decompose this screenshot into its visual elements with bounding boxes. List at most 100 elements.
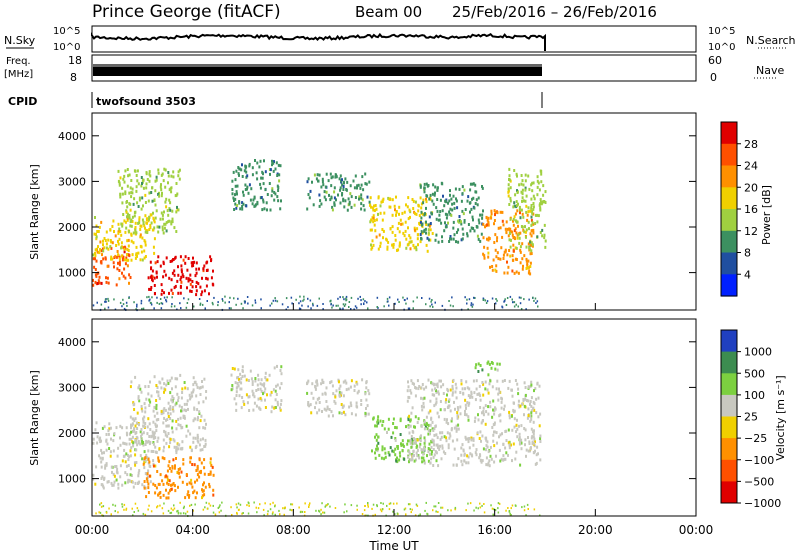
range-gate-cell	[439, 437, 442, 441]
range-gate-cell	[102, 486, 105, 490]
range-gate-cell	[361, 175, 364, 179]
range-gate-cell	[273, 366, 276, 370]
range-gate-cell	[433, 383, 435, 387]
range-gate-cell	[486, 388, 489, 392]
range-gate-cell	[477, 196, 480, 200]
nave-tick-bottom: 0	[710, 71, 717, 84]
colorbar-segment	[721, 351, 737, 374]
range-gate-cell	[123, 448, 126, 452]
range-gate-cell	[447, 221, 449, 225]
range-gate-cell	[399, 218, 402, 222]
range-gate-cell	[414, 394, 417, 398]
range-gate-cell	[439, 444, 441, 448]
range-gate-cell	[536, 179, 539, 183]
range-gate-cell	[169, 260, 172, 263]
range-gate-cell	[504, 457, 507, 461]
range-gate-cell	[143, 450, 146, 454]
range-gate-cell	[173, 305, 176, 308]
range-gate-cell	[512, 219, 514, 223]
range-gate-cell	[139, 442, 142, 446]
range-gate-cell	[279, 406, 281, 410]
range-gate-cell	[196, 464, 199, 468]
range-gate-cell	[186, 268, 189, 272]
range-gate-cell	[500, 400, 503, 404]
range-gate-cell	[193, 489, 196, 493]
range-gate-cell	[136, 254, 138, 258]
range-gate-cell	[517, 233, 520, 237]
range-gate-cell	[372, 216, 375, 220]
range-gate-cell	[371, 507, 373, 510]
range-gate-cell	[240, 302, 243, 305]
range-gate-cell	[459, 405, 462, 409]
range-gate-cell	[160, 386, 163, 390]
range-gate-cell	[106, 480, 109, 484]
range-gate-cell	[409, 240, 412, 244]
range-gate-cell	[427, 184, 430, 187]
range-gate-cell	[117, 446, 120, 450]
range-gate-cell	[162, 421, 165, 425]
range-gate-cell	[306, 180, 309, 184]
range-gate-cell	[154, 189, 157, 193]
range-gate-cell	[530, 204, 533, 207]
range-gate-cell	[264, 387, 267, 391]
range-gate-cell	[156, 390, 158, 394]
range-gate-cell	[525, 259, 528, 263]
range-gate-cell	[419, 437, 422, 440]
range-gate-cell	[335, 304, 337, 307]
range-gate-cell	[416, 227, 419, 231]
range-gate-cell	[426, 236, 429, 240]
range-gate-cell	[202, 267, 205, 271]
range-gate-cell	[479, 398, 482, 402]
range-gate-cell	[134, 375, 137, 379]
range-gate-cell	[103, 476, 106, 480]
range-gate-cell	[169, 512, 171, 514]
range-gate-cell	[335, 389, 338, 393]
range-gate-cell	[248, 502, 250, 505]
range-gate-cell	[146, 475, 149, 479]
range-gate-cell	[412, 449, 415, 453]
range-gate-cell	[275, 384, 278, 388]
range-gate-cell	[114, 465, 117, 469]
range-gate-cell	[457, 219, 460, 223]
range-gate-cell	[101, 475, 104, 479]
range-gate-cell	[96, 301, 98, 304]
colorbar-segment	[721, 122, 737, 145]
range-gate-cell	[457, 408, 460, 412]
range-gate-cell	[171, 271, 174, 275]
range-gate-cell	[461, 237, 464, 241]
time-axis-ticks: 00:00 04:00 08:00 12:00 16:00 20:00 00:00	[75, 303, 713, 537]
range-gate-cell	[535, 411, 538, 415]
range-gate-cell	[143, 249, 146, 253]
range-gate-cell	[180, 405, 183, 409]
range-gate-cell	[110, 513, 112, 516]
range-gate-cell	[449, 207, 452, 211]
range-gate-cell	[144, 214, 147, 218]
range-gate-cell	[460, 382, 463, 386]
range-gate-cell	[138, 469, 141, 473]
range-gate-cell	[291, 503, 294, 506]
range-gate-cell	[389, 205, 392, 209]
range-gate-cell	[99, 240, 102, 244]
range-gate-cell	[508, 228, 511, 232]
range-gate-cell	[240, 406, 243, 410]
range-gate-cell	[275, 161, 278, 165]
range-gate-cell	[481, 504, 483, 507]
range-gate-cell	[514, 246, 517, 250]
range-gate-cell	[474, 297, 476, 299]
range-gate-cell	[134, 502, 137, 505]
range-gate-cell	[409, 236, 412, 240]
range-gate-cell	[135, 421, 138, 425]
range-gate-cell	[423, 387, 426, 391]
range-gate-cell	[254, 299, 256, 302]
range-gate-cell	[142, 431, 145, 435]
range-gate-cell	[425, 206, 427, 210]
range-gate-cell	[100, 448, 103, 452]
near-range-scatter	[95, 501, 541, 517]
range-gate-cell	[411, 406, 414, 410]
range-gate-cell	[439, 513, 442, 516]
range-gate-cell	[195, 293, 198, 297]
range-gate-cell	[517, 305, 519, 308]
range-gate-cell	[523, 199, 525, 203]
range-gate-cell	[191, 285, 194, 289]
range-gate-cell	[418, 445, 421, 449]
